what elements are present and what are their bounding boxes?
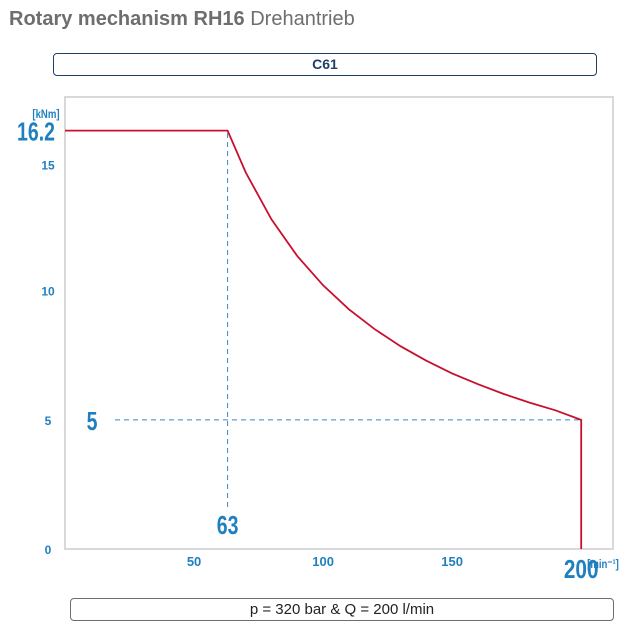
model-label: C61: [53, 53, 597, 76]
y-tick-label: 5: [45, 414, 52, 428]
title-light: Drehantrieb: [250, 8, 355, 30]
y-tick-label: 16.2: [17, 117, 55, 146]
y-tick-label: 15: [41, 159, 55, 173]
x-tick-label: 150: [441, 554, 463, 569]
title-bold: Rotary mechanism RH16: [9, 8, 245, 30]
y-tick-label: 0: [45, 543, 52, 557]
plot-frame: [64, 96, 614, 550]
annotation-label-y: 5: [87, 406, 98, 435]
y-tick-label: 10: [41, 285, 55, 299]
torque-curve: [65, 129, 583, 549]
x-tick-label: 50: [187, 554, 201, 569]
x-tick-label: 200: [564, 555, 599, 584]
page-title: Rotary mechanism RH16 Drehantrieb: [9, 8, 355, 31]
x-tick-label: 100: [312, 554, 334, 569]
y-axis-unit: [kNm]: [32, 108, 59, 121]
x-axis-unit: [min⁻¹]: [587, 558, 619, 571]
condition-label: p = 320 bar & Q = 200 l/min: [70, 598, 614, 621]
annotation-label-x: 63: [217, 510, 239, 539]
